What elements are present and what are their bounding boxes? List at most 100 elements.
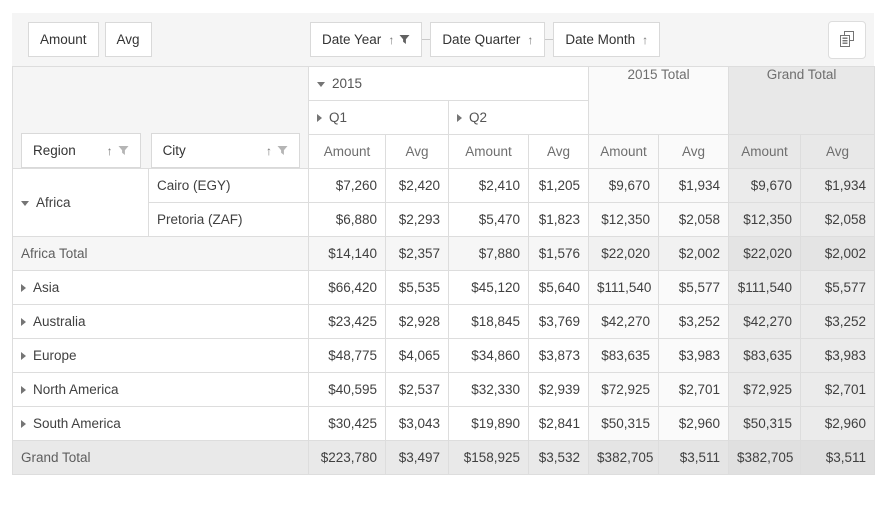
data-cell: $50,315 — [588, 406, 660, 441]
data-cell: $34,860 — [448, 338, 529, 373]
row-header-asia[interactable]: Asia — [12, 270, 309, 305]
data-cell: $4,065 — [385, 338, 449, 373]
expand-icon — [457, 114, 462, 123]
data-cell: $12,350 — [588, 202, 660, 237]
row-header-label: Asia — [33, 280, 60, 295]
data-cell: $40,595 — [308, 372, 386, 407]
row-header-australia[interactable]: Australia — [12, 304, 309, 339]
field-chip-region[interactable]: Region ↑ — [21, 133, 141, 168]
column-header-label: 2015 — [332, 76, 363, 91]
table-row-europe: Europe $48,775 $4,065 $34,860 $3,873 $83… — [12, 338, 876, 373]
filter-icon[interactable] — [118, 145, 129, 156]
table-row-grand-total: Grand Total $223,780 $3,497 $158,925 $3,… — [12, 440, 876, 475]
column-header-q2[interactable]: Q2 — [447, 100, 590, 135]
data-cell: $2,939 — [527, 372, 590, 407]
row-header-label: Cairo (EGY) — [157, 178, 231, 193]
data-cell: $2,841 — [527, 406, 590, 441]
column-header-2015[interactable]: 2015 — [307, 66, 590, 101]
data-cell: $158,925 — [448, 440, 529, 475]
measure-header: Amount — [728, 134, 802, 169]
table-row-africa-total: Africa Total $14,140 $2,357 $7,880 $1,57… — [12, 236, 876, 271]
data-cell: $42,270 — [588, 304, 660, 339]
data-cell: $3,252 — [800, 304, 876, 339]
row-header-pretoria[interactable]: Pretoria (ZAF) — [148, 202, 309, 237]
data-cell: $382,705 — [728, 440, 802, 475]
data-cell: $2,058 — [800, 202, 876, 237]
data-cell: $42,270 — [728, 304, 802, 339]
data-cell: $19,890 — [448, 406, 529, 441]
row-header-label: Grand Total — [21, 450, 91, 465]
data-cell: $48,775 — [308, 338, 386, 373]
field-chip-date-month[interactable]: Date Month ↑ — [553, 22, 661, 57]
column-header-q1[interactable]: Q1 — [308, 100, 449, 135]
row-header-europe[interactable]: Europe — [12, 338, 309, 373]
table-row-asia: Asia $66,420 $5,535 $45,120 $5,640 $111,… — [12, 270, 876, 305]
sort-asc-icon: ↑ — [388, 32, 395, 47]
field-connector — [422, 39, 431, 40]
data-cell: $83,635 — [728, 338, 802, 373]
field-chip-label: Date Quarter — [442, 32, 521, 47]
data-cell: $18,845 — [448, 304, 529, 339]
field-chip-date-year[interactable]: Date Year ↑ — [310, 22, 423, 57]
pivot-table: Region ↑ City ↑ — [12, 66, 876, 475]
row-header-south-america[interactable]: South America — [12, 406, 309, 441]
data-cell: $3,983 — [658, 338, 730, 373]
sort-asc-icon: ↑ — [106, 143, 113, 158]
data-cell: $1,205 — [527, 168, 590, 203]
expand-icon — [21, 318, 26, 327]
row-header-north-america[interactable]: North America — [12, 372, 309, 407]
row-header-label: Europe — [33, 348, 77, 363]
row-header-label: Australia — [33, 314, 86, 329]
data-cell: $3,532 — [527, 440, 590, 475]
row-header-label: Africa — [36, 195, 71, 210]
data-cell: $7,260 — [308, 168, 386, 203]
data-cell: $2,928 — [385, 304, 449, 339]
data-cell: $3,043 — [385, 406, 449, 441]
filter-icon[interactable] — [399, 34, 410, 45]
data-cell: $2,960 — [658, 406, 730, 441]
table-row: Africa Cairo (EGY) $7,260 $2,420 $2,410 … — [12, 168, 876, 237]
data-cell: $2,002 — [658, 236, 730, 271]
row-header-cairo[interactable]: Cairo (EGY) — [148, 168, 309, 203]
row-header-africa[interactable]: Africa — [12, 168, 149, 237]
data-cell: $1,576 — [527, 236, 590, 271]
data-cell: $72,925 — [588, 372, 660, 407]
data-cell: $382,705 — [588, 440, 660, 475]
pivot-grid: Amount Avg Date Year ↑ Date Quarter ↑ Da… — [12, 13, 876, 475]
field-chip-avg[interactable]: Avg — [104, 22, 152, 57]
data-cell: $50,315 — [728, 406, 802, 441]
data-cell: $5,640 — [527, 270, 590, 305]
measure-header: Amount — [448, 134, 529, 169]
row-header-africa-total: Africa Total — [12, 236, 309, 271]
data-cell: $23,425 — [308, 304, 386, 339]
field-chooser-button[interactable] — [828, 21, 866, 59]
data-cell: $2,701 — [658, 372, 730, 407]
expand-icon — [21, 386, 26, 395]
expand-icon — [317, 114, 322, 123]
field-chip-date-quarter[interactable]: Date Quarter ↑ — [430, 22, 546, 57]
filter-icon[interactable] — [277, 145, 288, 156]
fields-panel: Amount Avg Date Year ↑ Date Quarter ↑ Da… — [12, 13, 874, 66]
field-connector — [545, 39, 554, 40]
data-cell: $111,540 — [588, 270, 660, 305]
data-cell: $2,293 — [385, 202, 449, 237]
data-cell: $2,002 — [800, 236, 876, 271]
table-row: Pretoria (ZAF) $6,880 $2,293 $5,470 $1,8… — [13, 202, 876, 237]
data-cell: $3,511 — [658, 440, 730, 475]
field-chip-city[interactable]: City ↑ — [150, 133, 300, 168]
measure-header: Avg — [800, 134, 876, 169]
data-cell: $1,823 — [527, 202, 590, 237]
field-chip-amount[interactable]: Amount — [28, 22, 99, 57]
row-header-label: North America — [33, 382, 119, 397]
data-cell: $32,330 — [448, 372, 529, 407]
row-header-grand-total: Grand Total — [12, 440, 309, 475]
data-cell: $1,934 — [658, 168, 730, 203]
table-row-south-america: South America $30,425 $3,043 $19,890 $2,… — [12, 406, 876, 441]
field-chip-label: Amount — [40, 32, 87, 47]
data-cell: $2,357 — [385, 236, 449, 271]
collapse-icon — [317, 81, 325, 87]
row-header-label: Africa Total — [21, 246, 88, 261]
field-chip-label: Avg — [116, 32, 140, 47]
row-header-label: Pretoria (ZAF) — [157, 212, 243, 227]
expand-icon — [21, 352, 26, 361]
